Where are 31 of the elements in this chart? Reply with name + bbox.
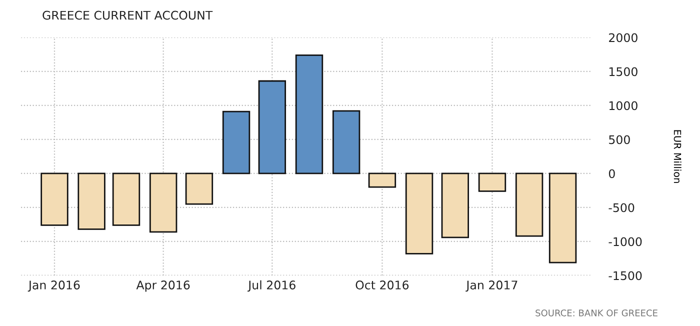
bar bbox=[515, 172, 544, 237]
bar bbox=[295, 54, 324, 174]
bar bbox=[258, 80, 286, 174]
x-tick-label: Jul 2016 bbox=[248, 280, 296, 292]
x-tick-label: Apr 2016 bbox=[136, 280, 190, 292]
bar bbox=[78, 172, 106, 230]
bar bbox=[405, 172, 434, 254]
bar bbox=[368, 172, 396, 188]
y-tick-label: -500 bbox=[608, 203, 634, 212]
y-tick-label: 1000 bbox=[609, 101, 638, 110]
y-tick-label: -1500 bbox=[608, 271, 642, 280]
chart-title: GREECE CURRENT ACCOUNT bbox=[42, 10, 213, 20]
bar bbox=[40, 172, 68, 226]
bar bbox=[149, 172, 178, 233]
source-note: SOURCE: BANK OF GREECE bbox=[536, 310, 658, 316]
bar bbox=[332, 110, 360, 174]
bar bbox=[441, 172, 470, 238]
bar bbox=[478, 172, 506, 192]
bar bbox=[185, 172, 214, 205]
y-tick-label: 500 bbox=[609, 135, 630, 144]
y-axis-title: EUR Million bbox=[674, 130, 682, 183]
x-tick-label: Jan 2016 bbox=[28, 280, 80, 292]
bar bbox=[548, 172, 577, 264]
bar bbox=[112, 172, 140, 226]
bar bbox=[222, 110, 250, 174]
y-tick-label: 0 bbox=[608, 169, 615, 178]
y-tick-label: 1500 bbox=[609, 67, 638, 76]
y-tick-label: 2000 bbox=[609, 33, 638, 42]
x-tick-label: Jan 2017 bbox=[466, 280, 518, 292]
x-tick-label: Oct 2016 bbox=[356, 280, 409, 290]
y-tick-label: -1000 bbox=[608, 237, 642, 246]
